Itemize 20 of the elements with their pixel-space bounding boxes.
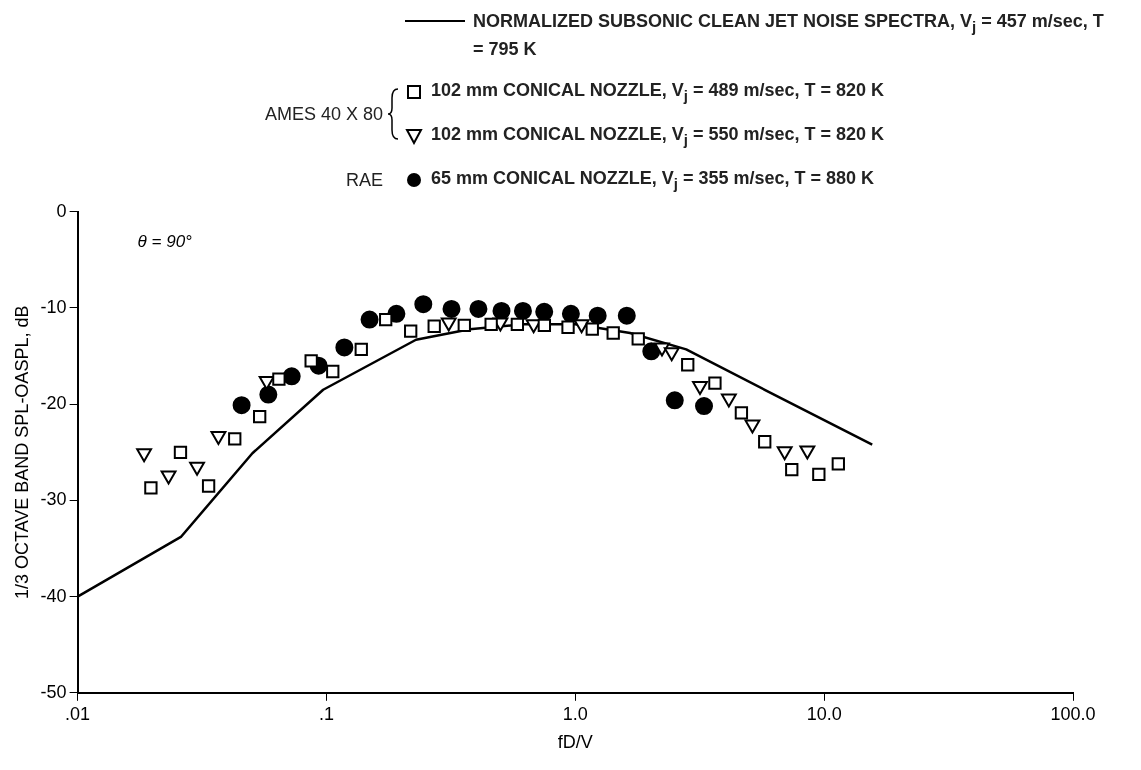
y-tick-label: -40	[40, 585, 67, 606]
text: RAE	[345, 169, 384, 191]
text: AMES 40 X 80	[264, 103, 383, 125]
legend-label: 102 mm CONICAL NOZZLE, V$_{j}$ = 550 m/sec, T = 820 K	[431, 124, 885, 148]
annotation: θ = 90°	[137, 231, 193, 251]
y-axis-title: 1/3 OCTAVE BAND SPL-OASPL, dB	[11, 305, 32, 600]
y-tick-label: 0	[56, 200, 67, 221]
text: NORMALIZED SUBSONIC CLEAN JET NOISE SPECTRA, V$_{j}$ = 457 m/sec, T = 795 K	[473, 11, 1104, 59]
legend-label: 65 mm CONICAL NOZZLE, V$_{j}$ = 355 m/sec, T = 880 K	[431, 168, 875, 192]
x-tick-label: .1	[318, 703, 334, 724]
legend-label: 102 mm CONICAL NOZZLE, V$_{j}$ = 489 m/sec, T = 820 K	[431, 80, 885, 104]
y-tick-label: -30	[40, 489, 67, 510]
y-tick-label: -20	[40, 393, 67, 414]
x-tick-label: 100.0	[1050, 703, 1096, 724]
y-tick-label: -50	[40, 681, 67, 702]
x-axis-title: fD/V	[557, 732, 593, 753]
x-tick-label: .01	[65, 703, 91, 724]
x-tick-label: 10.0	[806, 703, 842, 724]
y-tick-label: -10	[40, 296, 67, 317]
x-tick-label: 1.0	[562, 703, 588, 724]
